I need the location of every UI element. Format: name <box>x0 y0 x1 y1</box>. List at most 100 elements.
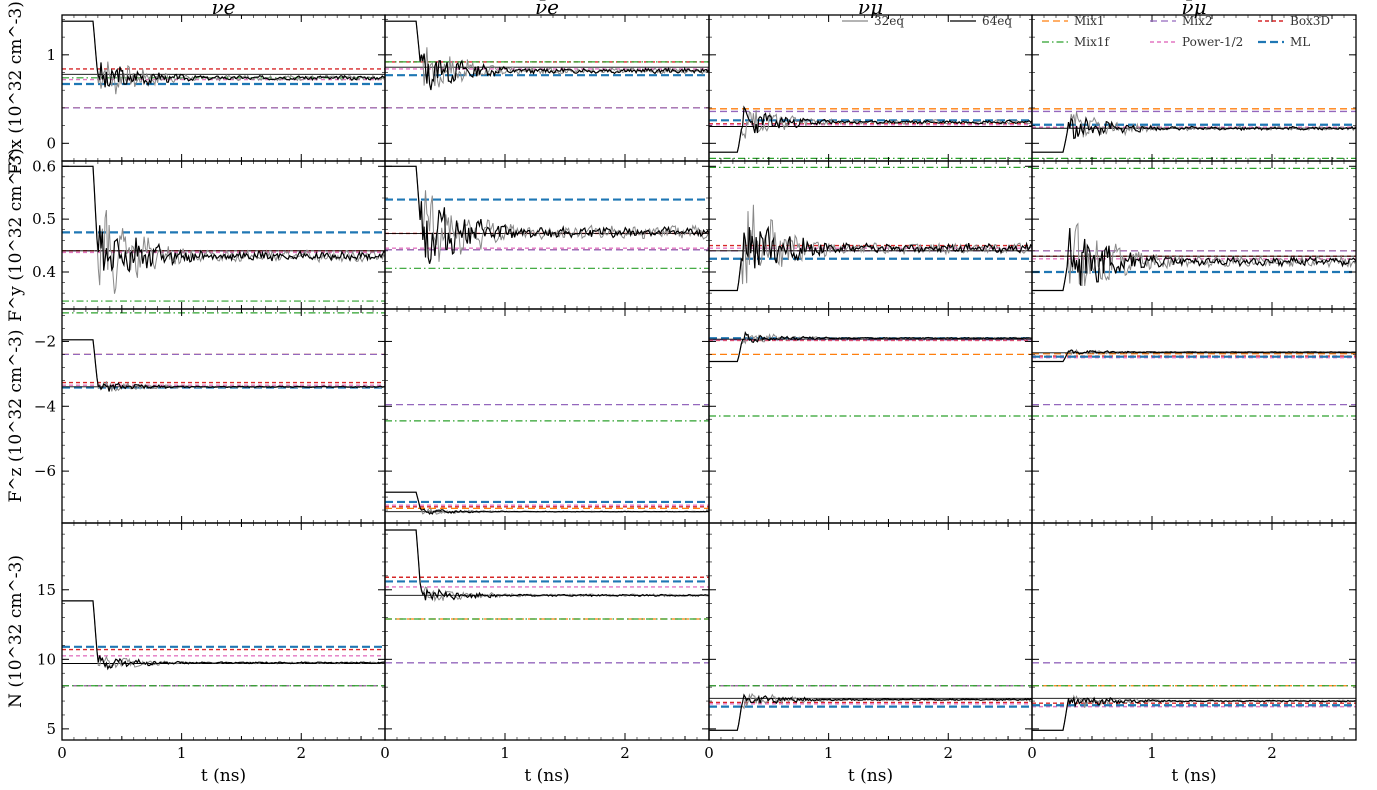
panel-plot-area <box>62 20 385 109</box>
x-tick-label: 1 <box>177 744 187 762</box>
panel-plot-area <box>62 312 385 392</box>
series-64eq <box>709 225 1032 292</box>
x-tick-label: 0 <box>380 744 390 762</box>
y-tick-label: −2 <box>34 332 56 350</box>
x-tick-label: 2 <box>943 744 953 762</box>
y-tick-label: 0 <box>46 134 56 152</box>
legend-label-mix1f: Mix1f <box>1074 35 1111 49</box>
panel-plot-area <box>709 166 1032 292</box>
panel-Fy-nmu <box>708 160 1033 310</box>
panel-frame <box>708 14 1033 162</box>
panel-frame <box>384 14 710 162</box>
series-64eq <box>709 105 1032 153</box>
panel-plot-area <box>62 165 385 302</box>
panel-Fx-nebar <box>384 14 710 162</box>
series-32eq <box>62 165 385 294</box>
series-64eq <box>385 529 709 602</box>
panel-Fy-nmubar <box>1031 160 1357 310</box>
x-tick-label: 1 <box>500 744 510 762</box>
y-tick-label: 10 <box>37 650 56 668</box>
y-tick-label: 15 <box>37 581 56 599</box>
series-64eq <box>62 165 385 273</box>
panel-frame <box>61 308 386 524</box>
legend-label-mix2: Mix2 <box>1182 14 1213 28</box>
series-32eq <box>62 339 385 392</box>
series-64eq <box>709 331 1032 363</box>
panel-plot-area <box>385 529 709 664</box>
panel-Fz-ne <box>61 308 386 524</box>
panel-Fz-nmubar <box>1031 308 1357 524</box>
panel-Fy-nebar <box>384 160 710 310</box>
series-32eq <box>385 20 709 88</box>
panel-plot-area <box>1032 108 1356 159</box>
legend-closures: Mix1 Mix2 Box3D Mix1f Power-1/2 ML <box>1042 14 1330 49</box>
series-32eq <box>1032 111 1356 153</box>
panel-frame <box>708 160 1033 310</box>
panel-plot-area <box>62 600 385 687</box>
series-32eq <box>709 204 1032 291</box>
x-tick-label: 0 <box>57 744 67 762</box>
x-tick-label: 2 <box>620 744 630 762</box>
x-tick-label: 1 <box>824 744 834 762</box>
panel-plot-area <box>385 165 709 269</box>
x-tick-label: 2 <box>1267 744 1277 762</box>
panel-N-nmubar <box>1031 522 1357 741</box>
x-tick-label: 0 <box>704 744 714 762</box>
column-title: νe <box>212 0 236 19</box>
panel-N-nmu <box>708 522 1033 741</box>
series-32eq <box>62 600 385 670</box>
y-tick-label: 0.5 <box>32 210 56 228</box>
panel-frame <box>61 160 386 310</box>
panel-Fz-nmu <box>708 308 1033 524</box>
legend-simulations: 32eq 64eq <box>842 14 1012 28</box>
y-axis-label: F^x (10^32 cm^-3) <box>6 1 26 175</box>
x-axis-label: t (ns) <box>848 766 893 786</box>
panel-Fx-nmu <box>708 14 1033 162</box>
panel-N-nebar <box>384 522 710 741</box>
y-tick-label: 0.4 <box>32 263 56 281</box>
series-64eq <box>1032 116 1356 153</box>
y-axis-label: N (10^32 cm^-3) <box>6 555 26 708</box>
x-tick-label: 2 <box>296 744 306 762</box>
y-tick-label: −4 <box>34 397 56 415</box>
column-title: ν̄μ <box>1181 0 1206 19</box>
y-axis-label: F^z (10^32 cm^-3) <box>6 329 26 502</box>
panel-Fx-ne <box>61 14 386 162</box>
legend-label-power: Power-1/2 <box>1182 35 1243 49</box>
y-tick-label: 0.6 <box>32 157 56 175</box>
panel-plot-area <box>709 105 1032 159</box>
series-64eq <box>385 491 709 515</box>
panel-plot-area <box>1032 167 1356 292</box>
series-32eq <box>385 529 709 603</box>
legend-label-mix1: Mix1 <box>1074 14 1105 28</box>
panel-frame <box>1031 522 1357 741</box>
panel-Fz-nebar <box>384 308 710 524</box>
column-title: νμ <box>858 0 883 19</box>
series-64eq <box>62 600 385 671</box>
x-axis-label: t (ns) <box>1171 766 1216 786</box>
x-axis-label: t (ns) <box>524 766 569 786</box>
x-axis-label: t (ns) <box>201 766 246 786</box>
panel-frame <box>384 308 710 524</box>
panel-plot-area <box>1032 348 1356 417</box>
series-64eq <box>385 165 709 264</box>
legend-label-64eq: 64eq <box>982 14 1012 28</box>
legend-label-ml: ML <box>1290 35 1310 49</box>
y-axis-label: F^y (10^32 cm^-3) <box>6 148 26 322</box>
panel-plot-area <box>709 331 1032 417</box>
x-tick-label: 1 <box>1147 744 1157 762</box>
series-64eq <box>1032 227 1356 292</box>
panel-frame <box>1031 160 1357 310</box>
panel-plot-area <box>709 685 1032 731</box>
series-32eq <box>385 491 709 515</box>
y-tick-label: 5 <box>46 720 56 738</box>
series-64eq <box>62 339 385 392</box>
panel-Fy-ne <box>61 160 386 310</box>
series-64eq <box>709 693 1032 731</box>
panel-frame <box>61 14 386 162</box>
panel-plot-area <box>385 404 709 515</box>
panel-plot-area <box>385 20 709 109</box>
y-tick-label: 1 <box>46 46 56 64</box>
panel-N-ne <box>61 522 386 741</box>
y-tick-label: −6 <box>34 462 56 480</box>
